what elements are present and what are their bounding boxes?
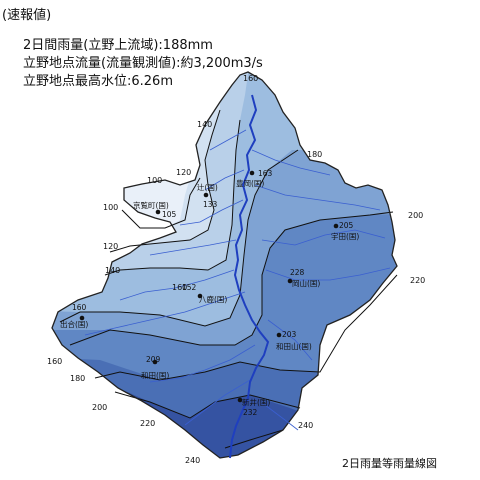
flow-rate-line: 立野地点流量(流量観測値):約3,200m3/s bbox=[23, 56, 263, 71]
station-value: 232 bbox=[243, 408, 258, 417]
station-name: 豊岡(国) bbox=[236, 178, 264, 188]
station-value: 163 bbox=[258, 169, 273, 178]
station-marker-wadayama bbox=[276, 332, 282, 338]
station-marker-tsuji bbox=[203, 192, 209, 198]
contour-label: 200 bbox=[408, 211, 423, 220]
water-level-line: 立野地点最高水位:6.26m bbox=[23, 74, 173, 89]
station-value: 209 bbox=[146, 355, 161, 364]
contour-label: 120 bbox=[103, 242, 118, 251]
station-marker-kyodo bbox=[155, 209, 161, 215]
contour-label: 160 bbox=[47, 357, 62, 366]
station-name: 八鹿(国) bbox=[199, 294, 227, 304]
zone-160 bbox=[52, 72, 397, 326]
contour-label: 240 bbox=[298, 421, 313, 430]
station-labels: 京覧町(国) 105 辻(国) 133 豊岡(国) 163 205 宇田(国) … bbox=[60, 169, 359, 417]
contour-label: 160 bbox=[172, 283, 187, 292]
contour-label: 140 bbox=[105, 266, 120, 275]
station-marker-uda bbox=[333, 223, 339, 229]
station-value: 205 bbox=[339, 221, 354, 230]
station-value: 133 bbox=[203, 200, 218, 209]
contour-label: 200 bbox=[92, 403, 107, 412]
contour-label: 180 bbox=[307, 150, 322, 159]
contour-label: 160 bbox=[243, 74, 258, 83]
station-value: 152 bbox=[182, 283, 197, 292]
station-marker-toyooka bbox=[249, 170, 255, 176]
station-markers bbox=[79, 170, 339, 403]
station-marker-yoka bbox=[197, 293, 203, 299]
station-marker-wada bbox=[152, 359, 158, 365]
station-name: 岡山(国) bbox=[292, 278, 320, 288]
station-name: 辻(国) bbox=[197, 182, 218, 192]
contour-label: 180 bbox=[70, 374, 85, 383]
station-marker-arai bbox=[237, 397, 243, 403]
station-value: 228 bbox=[290, 268, 305, 277]
zone-100 bbox=[52, 72, 200, 230]
contour-label: 120 bbox=[176, 168, 191, 177]
header-badge: (速報値) bbox=[2, 8, 52, 23]
station-name: 和田(国) bbox=[141, 371, 169, 380]
contour-label: 100 bbox=[147, 176, 162, 185]
station-name: 京覧町(国) bbox=[133, 200, 169, 210]
station-name: 和田山(国) bbox=[276, 341, 312, 351]
contour-labels: 160 140 180 100 120 200 100 120 140 220 … bbox=[47, 74, 425, 465]
station-marker-okayama bbox=[287, 278, 293, 284]
rainfall-total-line: 2日間雨量(立野上流域):188mm bbox=[23, 38, 213, 53]
contour-label: 100 bbox=[103, 203, 118, 212]
main-river bbox=[229, 94, 270, 459]
contour-lines bbox=[59, 109, 398, 449]
basin-outline bbox=[51, 71, 398, 459]
station-value: 203 bbox=[282, 330, 297, 339]
station-name: 宇田(国) bbox=[331, 231, 359, 241]
contour-label: 240 bbox=[185, 456, 200, 465]
contour-label: 220 bbox=[410, 276, 425, 285]
station-value: 105 bbox=[162, 210, 177, 219]
station-value: 160 bbox=[72, 303, 87, 312]
station-name: 新井(国) bbox=[242, 397, 270, 407]
contour-label: 220 bbox=[140, 419, 155, 428]
tributaries bbox=[84, 129, 391, 431]
map-title: 2日雨量等雨量線図 bbox=[342, 457, 437, 470]
station-marker-deai bbox=[79, 315, 85, 321]
station-name: 出合(国) bbox=[60, 319, 88, 329]
contour-label: 140 bbox=[197, 120, 212, 129]
